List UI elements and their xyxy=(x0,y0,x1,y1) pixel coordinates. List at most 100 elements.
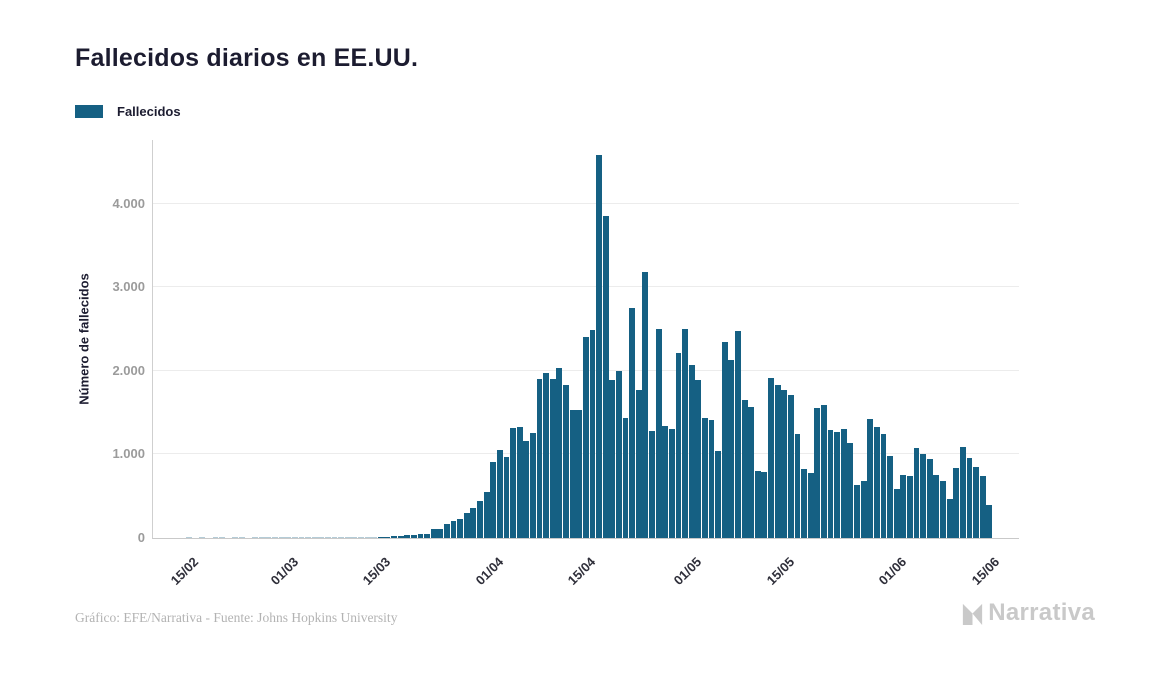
bar xyxy=(404,535,411,538)
gridline xyxy=(153,202,1019,204)
bar xyxy=(708,419,715,538)
bar xyxy=(959,446,966,538)
legend-label: Fallecidos xyxy=(117,104,181,119)
bar xyxy=(701,418,708,538)
x-tick-label: 15/06 xyxy=(968,554,1002,588)
bar xyxy=(615,371,622,538)
bar xyxy=(728,360,735,538)
bar xyxy=(318,537,325,538)
bar xyxy=(503,457,510,538)
bar xyxy=(873,427,880,538)
chart-title: Fallecidos diarios en EE.UU. xyxy=(75,44,419,72)
bar xyxy=(649,431,655,538)
bar xyxy=(324,537,331,538)
x-tick-label: 01/04 xyxy=(472,554,506,588)
bar xyxy=(252,537,259,538)
bar xyxy=(979,475,986,538)
bar xyxy=(754,470,761,538)
bar xyxy=(477,500,483,538)
brand-name: Narrativa xyxy=(988,599,1095,626)
bar xyxy=(199,537,206,538)
bar xyxy=(305,537,311,538)
bar xyxy=(523,440,530,538)
bar xyxy=(397,535,404,538)
bar xyxy=(827,430,834,538)
bar xyxy=(457,519,464,538)
bar xyxy=(516,426,523,538)
bar xyxy=(721,341,728,538)
bar xyxy=(596,154,602,538)
bar xyxy=(463,513,470,538)
bar xyxy=(787,395,794,538)
bar xyxy=(391,536,397,538)
bar xyxy=(444,524,450,538)
x-tick-label: 15/03 xyxy=(359,554,394,588)
bar xyxy=(232,537,239,538)
gridline xyxy=(153,286,1019,288)
bar xyxy=(563,385,569,538)
bar xyxy=(907,475,913,538)
bar xyxy=(920,454,927,538)
bar xyxy=(450,520,457,538)
bar xyxy=(437,528,444,538)
bar xyxy=(582,336,589,538)
bar xyxy=(748,406,755,538)
y-tick-label: 2.000 xyxy=(112,362,145,378)
bar xyxy=(768,377,774,538)
bar xyxy=(814,407,821,538)
bar xyxy=(688,364,695,538)
y-tick-label: 4.000 xyxy=(112,195,145,211)
bar xyxy=(490,461,497,538)
brand-logo: Narrativa xyxy=(960,599,1095,627)
bar xyxy=(410,534,417,538)
bar xyxy=(655,328,662,538)
bar xyxy=(986,505,993,538)
bar xyxy=(973,467,979,538)
bar xyxy=(854,484,860,538)
bar xyxy=(483,492,490,538)
bar xyxy=(278,537,285,538)
bar xyxy=(530,433,536,538)
bar xyxy=(371,537,378,538)
bar xyxy=(893,489,900,538)
bar xyxy=(338,537,345,538)
bar xyxy=(926,459,933,538)
bar xyxy=(801,469,808,538)
bar xyxy=(602,215,609,538)
bar xyxy=(470,508,477,538)
bar xyxy=(536,378,543,538)
bar xyxy=(635,389,642,538)
bar xyxy=(543,373,550,538)
bar xyxy=(358,537,364,538)
y-axis-tick-labels: 0 1.000 2.000 3.000 4.000 xyxy=(0,140,145,545)
bar xyxy=(880,433,887,538)
bar xyxy=(186,537,192,538)
bar xyxy=(940,480,946,538)
bar xyxy=(847,443,854,538)
bar xyxy=(682,328,688,538)
bar xyxy=(510,427,517,538)
bar xyxy=(887,455,893,538)
source-credit: Gráfico: EFE/Narrativa - Fuente: Johns H… xyxy=(75,610,398,625)
bar xyxy=(781,390,788,538)
plot-area xyxy=(152,140,1019,539)
bar xyxy=(735,330,741,538)
x-tick-label: 01/03 xyxy=(267,554,301,588)
bar xyxy=(622,418,629,538)
x-tick-label: 15/02 xyxy=(168,554,202,588)
bar xyxy=(741,400,748,538)
bar xyxy=(807,472,814,538)
bar xyxy=(549,379,556,538)
bar xyxy=(867,418,874,538)
legend: Fallecidos xyxy=(75,104,181,119)
bar xyxy=(662,426,669,538)
bar xyxy=(344,537,351,538)
bar xyxy=(377,536,384,538)
bar xyxy=(642,272,649,538)
bar xyxy=(238,537,245,538)
y-tick-label: 3.000 xyxy=(112,279,145,295)
bar xyxy=(675,352,682,538)
bar xyxy=(272,537,278,538)
x-tick-label: 01/05 xyxy=(670,554,705,588)
